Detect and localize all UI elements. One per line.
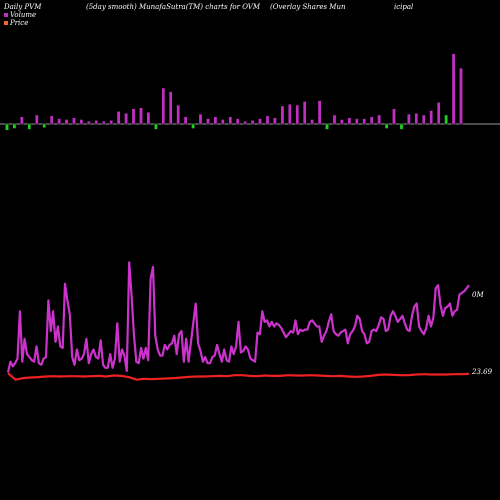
- header-right: (Overlay Shares Mun: [270, 3, 346, 11]
- volume-bar: [49, 115, 54, 125]
- volume-bar: [168, 91, 173, 125]
- volume-bar: [198, 113, 203, 125]
- legend-price: Price: [4, 19, 36, 27]
- volume-bar: [243, 121, 248, 125]
- volume-bar: [116, 111, 121, 125]
- volume-bar: [459, 67, 463, 125]
- volume-bar: [20, 116, 24, 125]
- volume-bar: [332, 114, 337, 125]
- volume-bar: [265, 115, 270, 125]
- header-left: Daily PVM: [4, 3, 42, 11]
- volume-bar: [5, 123, 9, 131]
- volume-bar: [384, 123, 389, 129]
- volume-bar: [347, 117, 352, 125]
- chart-lines: [6, 261, 470, 381]
- volume-bar: [72, 117, 76, 125]
- volume-bar: [273, 117, 277, 125]
- volume-bar: [288, 103, 292, 125]
- volume-bar: [176, 104, 181, 125]
- volume-bar: [295, 104, 300, 125]
- volume-bar: [362, 118, 367, 125]
- volume-bar: [27, 123, 32, 130]
- header-right-cont: icipal: [394, 3, 414, 11]
- volume-bar: [64, 119, 69, 125]
- volume-bar: [213, 116, 218, 125]
- volume-swatch: [4, 13, 8, 17]
- volume-bar: [146, 112, 151, 125]
- volume-bar: [258, 118, 262, 125]
- volume-bar: [429, 110, 434, 125]
- volume-bar: [399, 123, 404, 130]
- volume-bar: [451, 53, 456, 125]
- volume-bar: [317, 100, 322, 125]
- legend-volume-label: Volume: [10, 11, 37, 19]
- volume-bar: [124, 112, 128, 125]
- price-line: [7, 372, 470, 381]
- volume-bars: [5, 53, 463, 131]
- volume-bar: [414, 112, 419, 125]
- volume-bar: [139, 107, 143, 125]
- volume-bar: [161, 87, 166, 125]
- volume-bar: [280, 105, 285, 125]
- price-swatch: [4, 21, 8, 25]
- volume-bar: [191, 123, 195, 129]
- volume-bar: [355, 118, 359, 125]
- volume-bar: [325, 123, 329, 130]
- volume-bar: [392, 108, 396, 125]
- volume-bar: [57, 118, 61, 125]
- volume-bar: [340, 119, 344, 125]
- volume-bar: [154, 123, 158, 130]
- volume-bar: [42, 123, 46, 128]
- legend-volume: Volume: [4, 11, 36, 19]
- volume-bar: [310, 119, 314, 125]
- volume-bar: [250, 120, 255, 125]
- volume-bar: [422, 114, 426, 125]
- volume-bar: [131, 108, 136, 125]
- volume-bar: [444, 114, 448, 125]
- volume-bar: [109, 120, 113, 125]
- legend-price-label: Price: [10, 19, 29, 27]
- volume-bar: [220, 119, 225, 125]
- volume-bar: [377, 114, 381, 125]
- volume-bar: [235, 118, 240, 125]
- volume-bar: [94, 120, 99, 125]
- volume-smooth-line: [6, 261, 470, 373]
- volume-bar: [87, 121, 91, 125]
- volume-bar: [302, 101, 307, 125]
- price-line-label: 23.69: [471, 368, 493, 376]
- volume-line-label: 0M: [472, 291, 484, 299]
- volume-bar: [35, 114, 39, 125]
- volume-bar: [228, 116, 233, 125]
- volume-bar: [79, 119, 84, 125]
- header-title: (5day smooth) MunafaSutra(TM) charts for…: [86, 3, 261, 11]
- volume-bar: [369, 116, 374, 125]
- volume-bar: [407, 113, 411, 125]
- volume-bar: [436, 102, 441, 125]
- volume-bar: [101, 121, 106, 125]
- volume-bar: [206, 118, 210, 125]
- legend: Volume Price: [4, 11, 36, 27]
- volume-bar: [12, 123, 17, 129]
- volume-bar: [183, 116, 188, 125]
